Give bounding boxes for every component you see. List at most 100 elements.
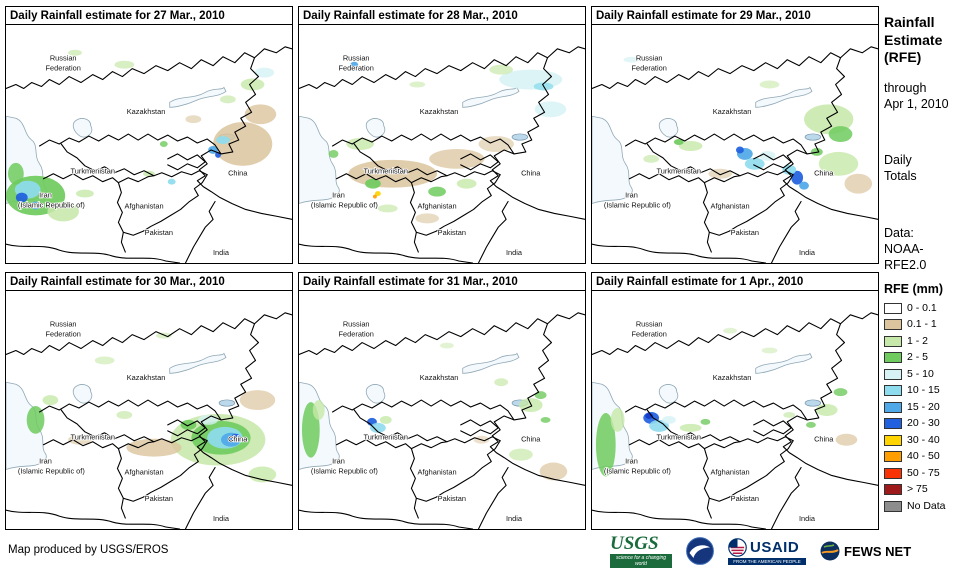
country-label: China [228, 169, 248, 178]
country-label: China [228, 435, 248, 444]
panel-title: Daily Rainfall estimate for 31 Mar., 201… [298, 272, 586, 290]
country-label: Turkmenistan [71, 433, 115, 442]
country-label: China [521, 169, 541, 178]
rainfall-layer [6, 49, 277, 222]
legend-items: 0 - 0.1 0.1 - 1 1 - 2 2 - 5 5 - 10 10 - 15 15 … [884, 302, 964, 512]
usgs-tagline: science for a changing world [610, 554, 672, 568]
legend-label: 40 - 50 [907, 450, 940, 463]
legend-swatch [884, 335, 902, 347]
legend-label: 20 - 30 [907, 417, 940, 430]
country-label: Kazakhstan [127, 373, 166, 382]
legend-item: > 75 [884, 484, 964, 496]
country-label: China [814, 435, 834, 444]
country-label: Kazakhstan [420, 373, 459, 382]
country-label: Kazakhstan [127, 107, 166, 116]
country-label: Iran [39, 191, 52, 200]
sidebar-data-source: Data: NOAA- RFE2.0 [884, 225, 927, 273]
aral-sea [72, 118, 93, 138]
map-canvas: Russian Federation Kazakhstan Turkmenistan I… [591, 24, 879, 264]
legend-label: 50 - 75 [907, 466, 940, 479]
country-label: Pakistan [438, 228, 466, 237]
panel-title: Daily Rainfall estimate for 1 Apr., 2010 [591, 272, 879, 290]
map-canvas: Russian Federation Kazakhstan Turkmenistan I… [5, 24, 293, 264]
country-label: Pakistan [731, 228, 759, 237]
legend-item: 15 - 20 [884, 401, 964, 413]
fewsnet-logo: FEWS NET [820, 541, 911, 561]
legend-swatch [884, 467, 902, 479]
country-borders [6, 312, 292, 529]
country-label: Turkmenistan [71, 167, 115, 176]
lake-balkhash [755, 86, 813, 108]
panel-title: Daily Rainfall estimate for 27 Mar., 201… [5, 6, 293, 24]
legend: RFE (mm) 0 - 0.1 0.1 - 1 1 - 2 2 - 5 5 - 10 1… [884, 282, 964, 517]
legend-item: 30 - 40 [884, 434, 964, 446]
legend-item: 1 - 2 [884, 335, 964, 347]
lake-issyk-kul [804, 399, 822, 407]
country-label: Federation [339, 64, 374, 73]
country-label: Kazakhstan [713, 373, 752, 382]
legend-label: 30 - 40 [907, 433, 940, 446]
country-label: Turkmenistan [364, 167, 408, 176]
sidebar: Rainfall Estimate (RFE) through Apr 1, 2… [884, 14, 962, 273]
legend-label: 5 - 10 [907, 367, 934, 380]
panel-title: Daily Rainfall estimate for 30 Mar., 201… [5, 272, 293, 290]
legend-item: 40 - 50 [884, 451, 964, 463]
legend-label: > 75 [907, 483, 928, 496]
lake-balkhash [462, 352, 520, 374]
country-label: China [521, 435, 541, 444]
country-borders [592, 46, 878, 263]
country-label: Iran [39, 457, 52, 466]
sidebar-period: through Apr 1, 2010 [884, 80, 949, 111]
country-label: Kazakhstan [420, 107, 459, 116]
usgs-wordmark: USGS [610, 533, 659, 554]
country-borders [592, 312, 878, 529]
aral-sea [72, 384, 93, 404]
legend-label: No Data [907, 499, 946, 512]
legend-item: 50 - 75 [884, 467, 964, 479]
map-canvas: Russian Federation Kazakhstan Turkmenistan I… [298, 290, 586, 530]
country-label: (Islamic Republic of) [604, 200, 671, 209]
country-label: India [799, 248, 816, 257]
usgs-logo: USGS science for a changing world [610, 534, 672, 568]
country-borders [299, 312, 585, 529]
country-label: Russian [343, 54, 370, 63]
country-label: India [213, 248, 230, 257]
lake-balkhash [462, 86, 520, 108]
country-label: Afghanistan [125, 467, 164, 476]
country-label: India [213, 514, 230, 523]
country-label: Russian [343, 320, 370, 329]
country-label: Russian [50, 54, 77, 63]
lake-issyk-kul [218, 399, 236, 407]
country-label: Afghanistan [418, 201, 457, 210]
rainfall-map-panel: Daily Rainfall estimate for 28 Mar., 201… [298, 6, 586, 264]
rainfall-map-panel: Daily Rainfall estimate for 1 Apr., 2010… [591, 272, 879, 530]
country-label: Federation [632, 64, 667, 73]
country-label: Iran [332, 457, 345, 466]
country-label: Iran [625, 191, 638, 200]
lake-issyk-kul [511, 133, 529, 141]
legend-label: 2 - 5 [907, 351, 929, 364]
usaid-logo: USAID FROM THE AMERICAN PEOPLE [728, 537, 806, 565]
country-label: Russian [50, 320, 77, 329]
legend-swatch [884, 451, 902, 462]
fewsnet-globe-icon [820, 541, 840, 561]
sidebar-title: Rainfall Estimate (RFE) [884, 14, 943, 65]
country-label: (Islamic Republic of) [311, 200, 378, 209]
legend-label: 1 - 2 [907, 334, 929, 347]
lake-issyk-kul [804, 133, 822, 141]
map-background [6, 291, 292, 529]
water-bodies [592, 86, 822, 204]
legend-swatch [884, 352, 902, 363]
rainfall-map-panel: Daily Rainfall estimate for 27 Mar., 201… [5, 6, 293, 264]
country-borders [6, 46, 292, 263]
